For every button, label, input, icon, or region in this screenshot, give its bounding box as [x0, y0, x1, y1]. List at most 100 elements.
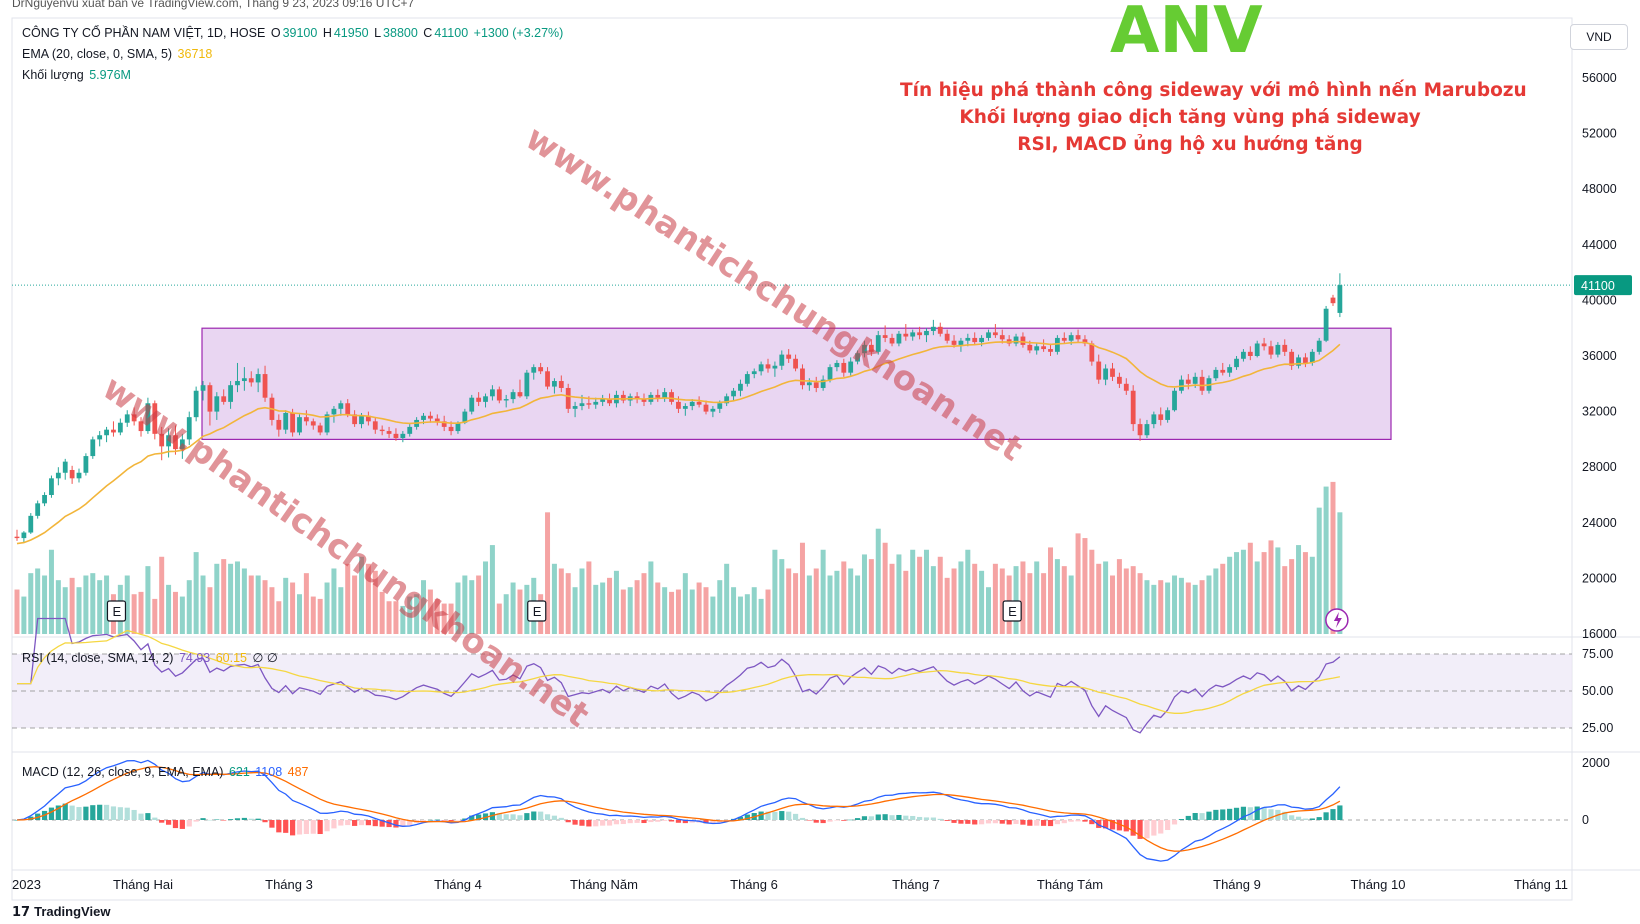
macd-histogram-bar	[868, 816, 874, 820]
macd-tick-label: 0	[1582, 813, 1589, 827]
macd-histogram-bar	[875, 814, 881, 820]
macd-histogram-bar	[455, 820, 461, 821]
volume-bar	[83, 575, 89, 634]
macd-histogram-bar	[131, 809, 137, 820]
volume-bar	[21, 596, 27, 634]
volume-bar	[1027, 573, 1033, 634]
tradingview-logo[interactable]: 𝟭𝟳 TradingView	[12, 904, 110, 920]
volume-bar	[1137, 573, 1143, 634]
macd-histogram-bar	[324, 820, 330, 832]
candle-body	[331, 408, 337, 415]
macd-histogram-bar	[76, 807, 82, 820]
volume-bar	[407, 596, 413, 634]
candle-body	[241, 378, 247, 382]
macd-histogram-bar	[379, 820, 385, 827]
volume-bar	[675, 589, 681, 634]
volume-bar	[1247, 542, 1253, 634]
macd-histogram-bar	[827, 820, 833, 822]
macd-histogram-bar	[951, 820, 957, 823]
price-tick-label: 28000	[1582, 460, 1617, 474]
volume-bar	[400, 605, 406, 634]
volume-bar	[1110, 575, 1116, 634]
candle-body	[1151, 414, 1157, 425]
candle-body	[538, 367, 544, 372]
macd-histogram-bar	[331, 820, 337, 829]
macd-histogram-bar	[1192, 812, 1198, 820]
macd-histogram-bar	[510, 814, 516, 820]
candle-body	[290, 412, 295, 433]
macd-histogram-bar	[758, 811, 764, 820]
macd-pane: 2000 0	[12, 756, 1610, 862]
volume-bar	[903, 570, 909, 634]
macd-histogram-bar	[1096, 820, 1102, 828]
ema-legend[interactable]: EMA (20, close, 0, SMA, 5) 36718	[22, 47, 214, 61]
macd-histogram-bar	[1178, 819, 1185, 820]
candle-body	[855, 353, 860, 362]
candle-body	[545, 371, 550, 387]
volume-bar	[779, 559, 785, 634]
macd-histogram-bar	[55, 805, 61, 820]
candle-body	[173, 435, 178, 450]
volume-bar	[765, 589, 771, 634]
volume-bar	[875, 528, 881, 634]
volume-bar	[234, 561, 240, 634]
macd-histogram-bar	[427, 819, 433, 821]
candle-body	[676, 401, 681, 409]
macd-histogram-bar	[28, 816, 34, 820]
volume-bar	[586, 561, 592, 634]
tradingview-label: TradingView	[34, 904, 111, 919]
candle-body	[1041, 346, 1047, 350]
candle-body	[317, 425, 323, 433]
macd-histogram-bar	[992, 820, 998, 824]
macd-histogram-bar	[255, 818, 261, 820]
candle-body	[76, 472, 82, 479]
candle-body	[1179, 379, 1184, 391]
volume-bar	[414, 594, 420, 634]
volume-bar	[1330, 481, 1336, 634]
volume-bar	[338, 587, 344, 634]
rsi-legend[interactable]: RSI (14, close, SMA, 14, 2) 74.93 60.15 …	[22, 650, 280, 665]
currency-button[interactable]: VND	[1570, 24, 1628, 50]
macd-histogram-bar	[786, 811, 792, 820]
candle-body	[214, 396, 220, 412]
candle-body	[1068, 335, 1074, 341]
volume-bar	[1103, 561, 1109, 634]
volume-bar	[221, 559, 227, 634]
candle-body	[882, 335, 888, 338]
macd-histogram-bar	[1137, 820, 1143, 839]
volume-bar	[28, 573, 34, 634]
volume-legend[interactable]: Khối lượng 5.976M	[22, 68, 133, 82]
macd-histogram-bar	[965, 820, 971, 824]
volume-bar	[1206, 575, 1212, 634]
volume-bar	[379, 591, 385, 634]
macd-legend[interactable]: MACD (12, 26, close, 9, EMA, EMA) 621 11…	[22, 765, 311, 779]
candle-body	[248, 378, 254, 383]
candle-body	[62, 461, 68, 473]
volume-bar	[262, 580, 268, 634]
macd-histogram-bar	[469, 815, 475, 820]
candle-body	[689, 401, 695, 407]
volume-bar	[786, 568, 792, 634]
candle-body	[1282, 344, 1288, 352]
price-tick-label: 56000	[1582, 71, 1617, 85]
candle-body	[786, 354, 792, 359]
symbol-name[interactable]: CÔNG TY CỔ PHẦN NAM VIỆT, 1D, HOSE	[22, 26, 266, 40]
macd-histogram-bar	[593, 820, 599, 827]
macd-histogram-bar	[1054, 820, 1060, 825]
candle-body	[552, 381, 557, 387]
volume-bar	[372, 570, 378, 634]
macd-signal-value: 487	[287, 765, 309, 779]
candle-body	[965, 337, 971, 341]
macd-histogram-bar	[1144, 820, 1150, 839]
macd-histogram-bar	[83, 806, 89, 820]
candle-body	[1110, 368, 1115, 377]
candle-body	[1254, 343, 1260, 356]
earnings-letter: E	[1008, 604, 1017, 619]
macd-histogram-bar	[916, 816, 923, 820]
volume-bar	[593, 584, 599, 634]
time-tick-label: Tháng 6	[730, 877, 778, 892]
price-legend: CÔNG TY CỔ PHẦN NAM VIỆT, 1D, HOSE O 3910…	[22, 26, 565, 40]
macd-histogram-bar	[538, 811, 544, 820]
candle-body	[1337, 285, 1343, 313]
